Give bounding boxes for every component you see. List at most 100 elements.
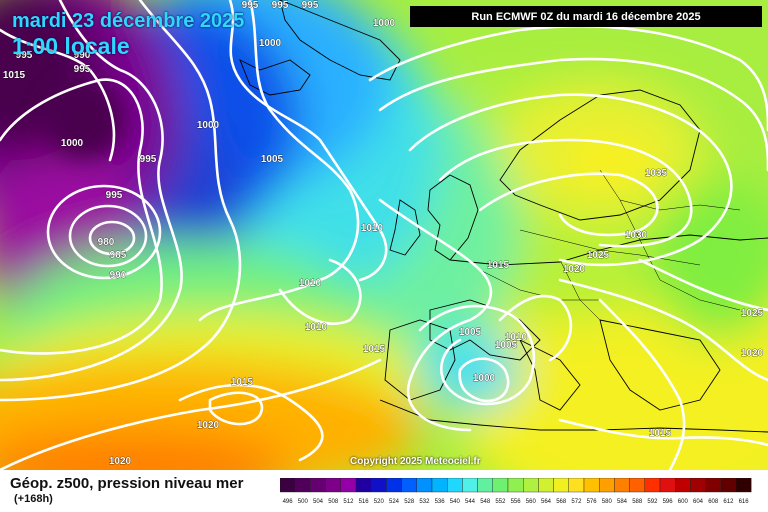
color-scale-tick: 520 — [374, 499, 385, 505]
color-scale-tick: 524 — [389, 499, 400, 505]
color-swatch — [386, 478, 402, 493]
isobar-label: 995 — [302, 0, 319, 11]
isobar-label: 995 — [140, 154, 157, 165]
color-swatch — [310, 478, 326, 493]
color-scale-tick: 548 — [480, 499, 491, 505]
color-swatch — [416, 478, 433, 493]
color-scale-tick: 504 — [313, 499, 324, 505]
isobar-label: 1020 — [741, 348, 764, 359]
isobar-label: 1015 — [649, 428, 672, 439]
isobar-label: 1015 — [487, 260, 510, 271]
color-scale-tick: 600 — [678, 499, 689, 505]
isobar-label: 980 — [98, 237, 115, 248]
isobar-label: 1010 — [361, 223, 384, 234]
color-swatch — [568, 478, 585, 493]
isobar-lines — [0, 0, 768, 470]
color-swatch — [522, 478, 539, 493]
color-swatch — [280, 478, 296, 493]
color-swatch — [690, 478, 706, 493]
color-scale-tick: 568 — [556, 499, 567, 505]
color-scale-tick: 592 — [647, 499, 658, 505]
color-swatch — [446, 478, 463, 493]
forecast-date: mardi 23 décembre 2025 — [12, 10, 245, 32]
color-scale-tick: 576 — [587, 499, 598, 505]
color-scale-tick: 612 — [723, 499, 734, 505]
color-scale-tick: 608 — [708, 499, 719, 505]
color-swatch — [644, 478, 661, 493]
color-scale-tick: 616 — [739, 499, 750, 505]
copyright-text: Copyright 2025 Meteociel.fr — [350, 456, 481, 467]
color-scale-tick: 500 — [298, 499, 309, 505]
color-swatch — [462, 478, 478, 493]
isobar-label: 1005 — [495, 340, 518, 351]
isobar-label: 1000 — [197, 120, 220, 131]
color-scale-tick: 556 — [511, 499, 522, 505]
isobar-label: 995 — [16, 50, 33, 61]
isobar-label: 1015 — [231, 377, 254, 388]
model-run-label: Run ECMWF 0Z du mardi 16 décembre 2025 — [410, 6, 762, 27]
color-scale-tick: 560 — [526, 499, 537, 505]
isobar-label: 990 — [74, 50, 91, 61]
color-scale-tick: 580 — [602, 499, 613, 505]
color-swatch — [720, 478, 737, 493]
color-swatch — [477, 478, 494, 493]
color-scale-tick: 544 — [465, 499, 476, 505]
isobar-label: 1010 — [305, 322, 328, 333]
isobar-label: 1000 — [259, 38, 282, 49]
color-swatch — [431, 478, 448, 493]
color-scale-tick: 532 — [419, 499, 430, 505]
isobar-label: 995 — [242, 0, 259, 11]
isobar-label: 995 — [272, 0, 289, 11]
isobar-label: 1000 — [473, 373, 496, 384]
isobar-label: 1020 — [563, 264, 586, 275]
isobar-label: 995 — [74, 64, 91, 75]
isobar-label: 1000 — [373, 18, 396, 29]
map-canvas: 995 995 995 1000 1000 995 990 995 1000 1000 995 100… — [0, 0, 768, 470]
color-swatch — [355, 478, 372, 493]
color-scale-tick: 596 — [663, 499, 674, 505]
color-swatch — [340, 478, 357, 493]
color-scale-tick: 536 — [435, 499, 446, 505]
map-title: Géop. z500, pression niveau mer — [10, 475, 244, 492]
color-swatch — [507, 478, 524, 493]
color-swatch — [583, 478, 600, 493]
isobar-label: 1010 — [299, 278, 322, 289]
color-swatch — [401, 478, 417, 493]
color-swatch — [659, 478, 676, 493]
isobar-label: 1015 — [3, 70, 26, 81]
isobar-label: 995 — [106, 190, 123, 201]
forecast-time: 1:00 locale — [12, 33, 130, 59]
color-swatch — [599, 478, 615, 493]
color-scale-tick: 508 — [328, 499, 339, 505]
isobar-label: 1030 — [625, 230, 648, 241]
isobar-label: 1015 — [363, 344, 386, 355]
isobar-label: 1025 — [741, 308, 764, 319]
color-scale-tick: 512 — [343, 499, 354, 505]
color-swatch — [538, 478, 554, 493]
color-scale-tick: 496 — [283, 499, 294, 505]
color-scale: 496 500 504 508 512 516 520 524 528 532 536 540 544 5… — [280, 478, 752, 505]
isobar-label: 985 — [110, 250, 127, 261]
color-swatch — [735, 478, 752, 493]
isobar-label: 1025 — [587, 250, 610, 261]
color-swatch — [614, 478, 630, 493]
weather-map: 995 995 995 1000 1000 995 990 995 1000 1000 995 100… — [0, 0, 768, 470]
color-swatch — [629, 478, 646, 493]
color-scale-tick: 564 — [541, 499, 552, 505]
legend-bar: Géop. z500, pression niveau mer (+168h) … — [0, 470, 768, 512]
color-scale-tick: 552 — [495, 499, 506, 505]
isobar-label: 1005 — [261, 154, 284, 165]
isobar-label: 1020 — [109, 456, 132, 467]
color-swatch — [370, 478, 387, 493]
isobar-label: 1000 — [61, 138, 84, 149]
color-swatch — [705, 478, 722, 493]
isobar-label: 1005 — [459, 327, 482, 338]
isobar-label: 1035 — [645, 168, 668, 179]
forecast-lead-time: (+168h) — [14, 493, 53, 505]
color-scale-tick: 528 — [404, 499, 415, 505]
isobar-label: 1010 — [505, 332, 528, 343]
color-scale-tick: 584 — [617, 499, 628, 505]
color-swatch — [675, 478, 691, 493]
color-swatch — [325, 478, 341, 493]
isobar-label: 1020 — [197, 420, 220, 431]
